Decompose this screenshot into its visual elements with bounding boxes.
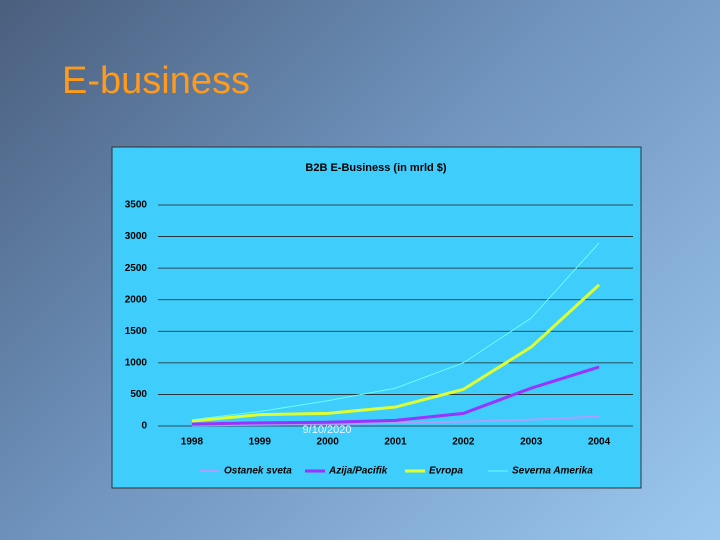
chart-area	[111, 146, 642, 489]
slide-date: 9/10/2020	[303, 424, 352, 436]
x-tick-label: 2002	[452, 437, 475, 448]
legend-label: Evropa	[429, 466, 463, 477]
x-tick-label: 2001	[384, 437, 407, 448]
x-tick-label: 1999	[249, 437, 272, 448]
x-tick-label: 2000	[317, 437, 340, 448]
x-tick-label: 2003	[520, 437, 543, 448]
y-tick-label: 0	[141, 421, 147, 432]
legend-label: Severna Amerika	[512, 466, 593, 477]
y-tick-label: 1500	[125, 326, 148, 337]
x-tick-label: 1998	[181, 437, 204, 448]
y-tick-label: 1000	[125, 357, 148, 368]
y-tick-label: 2500	[125, 263, 148, 274]
legend-label: Ostanek sveta	[224, 466, 292, 477]
x-tick-label: 2004	[588, 437, 611, 448]
series-line	[191, 283, 601, 423]
series-line	[191, 242, 600, 421]
y-tick-label: 2000	[125, 294, 148, 305]
chart-title: B2B E-Business (in mrld $)	[305, 162, 447, 174]
y-tick-label: 3000	[125, 231, 148, 242]
series-line	[191, 365, 600, 426]
y-tick-label: 500	[130, 389, 147, 400]
slide-title: E-business	[62, 60, 250, 102]
legend-label: Azija/Pacifik	[328, 466, 388, 477]
y-tick-label: 3500	[125, 200, 148, 211]
series-line	[191, 415, 600, 427]
